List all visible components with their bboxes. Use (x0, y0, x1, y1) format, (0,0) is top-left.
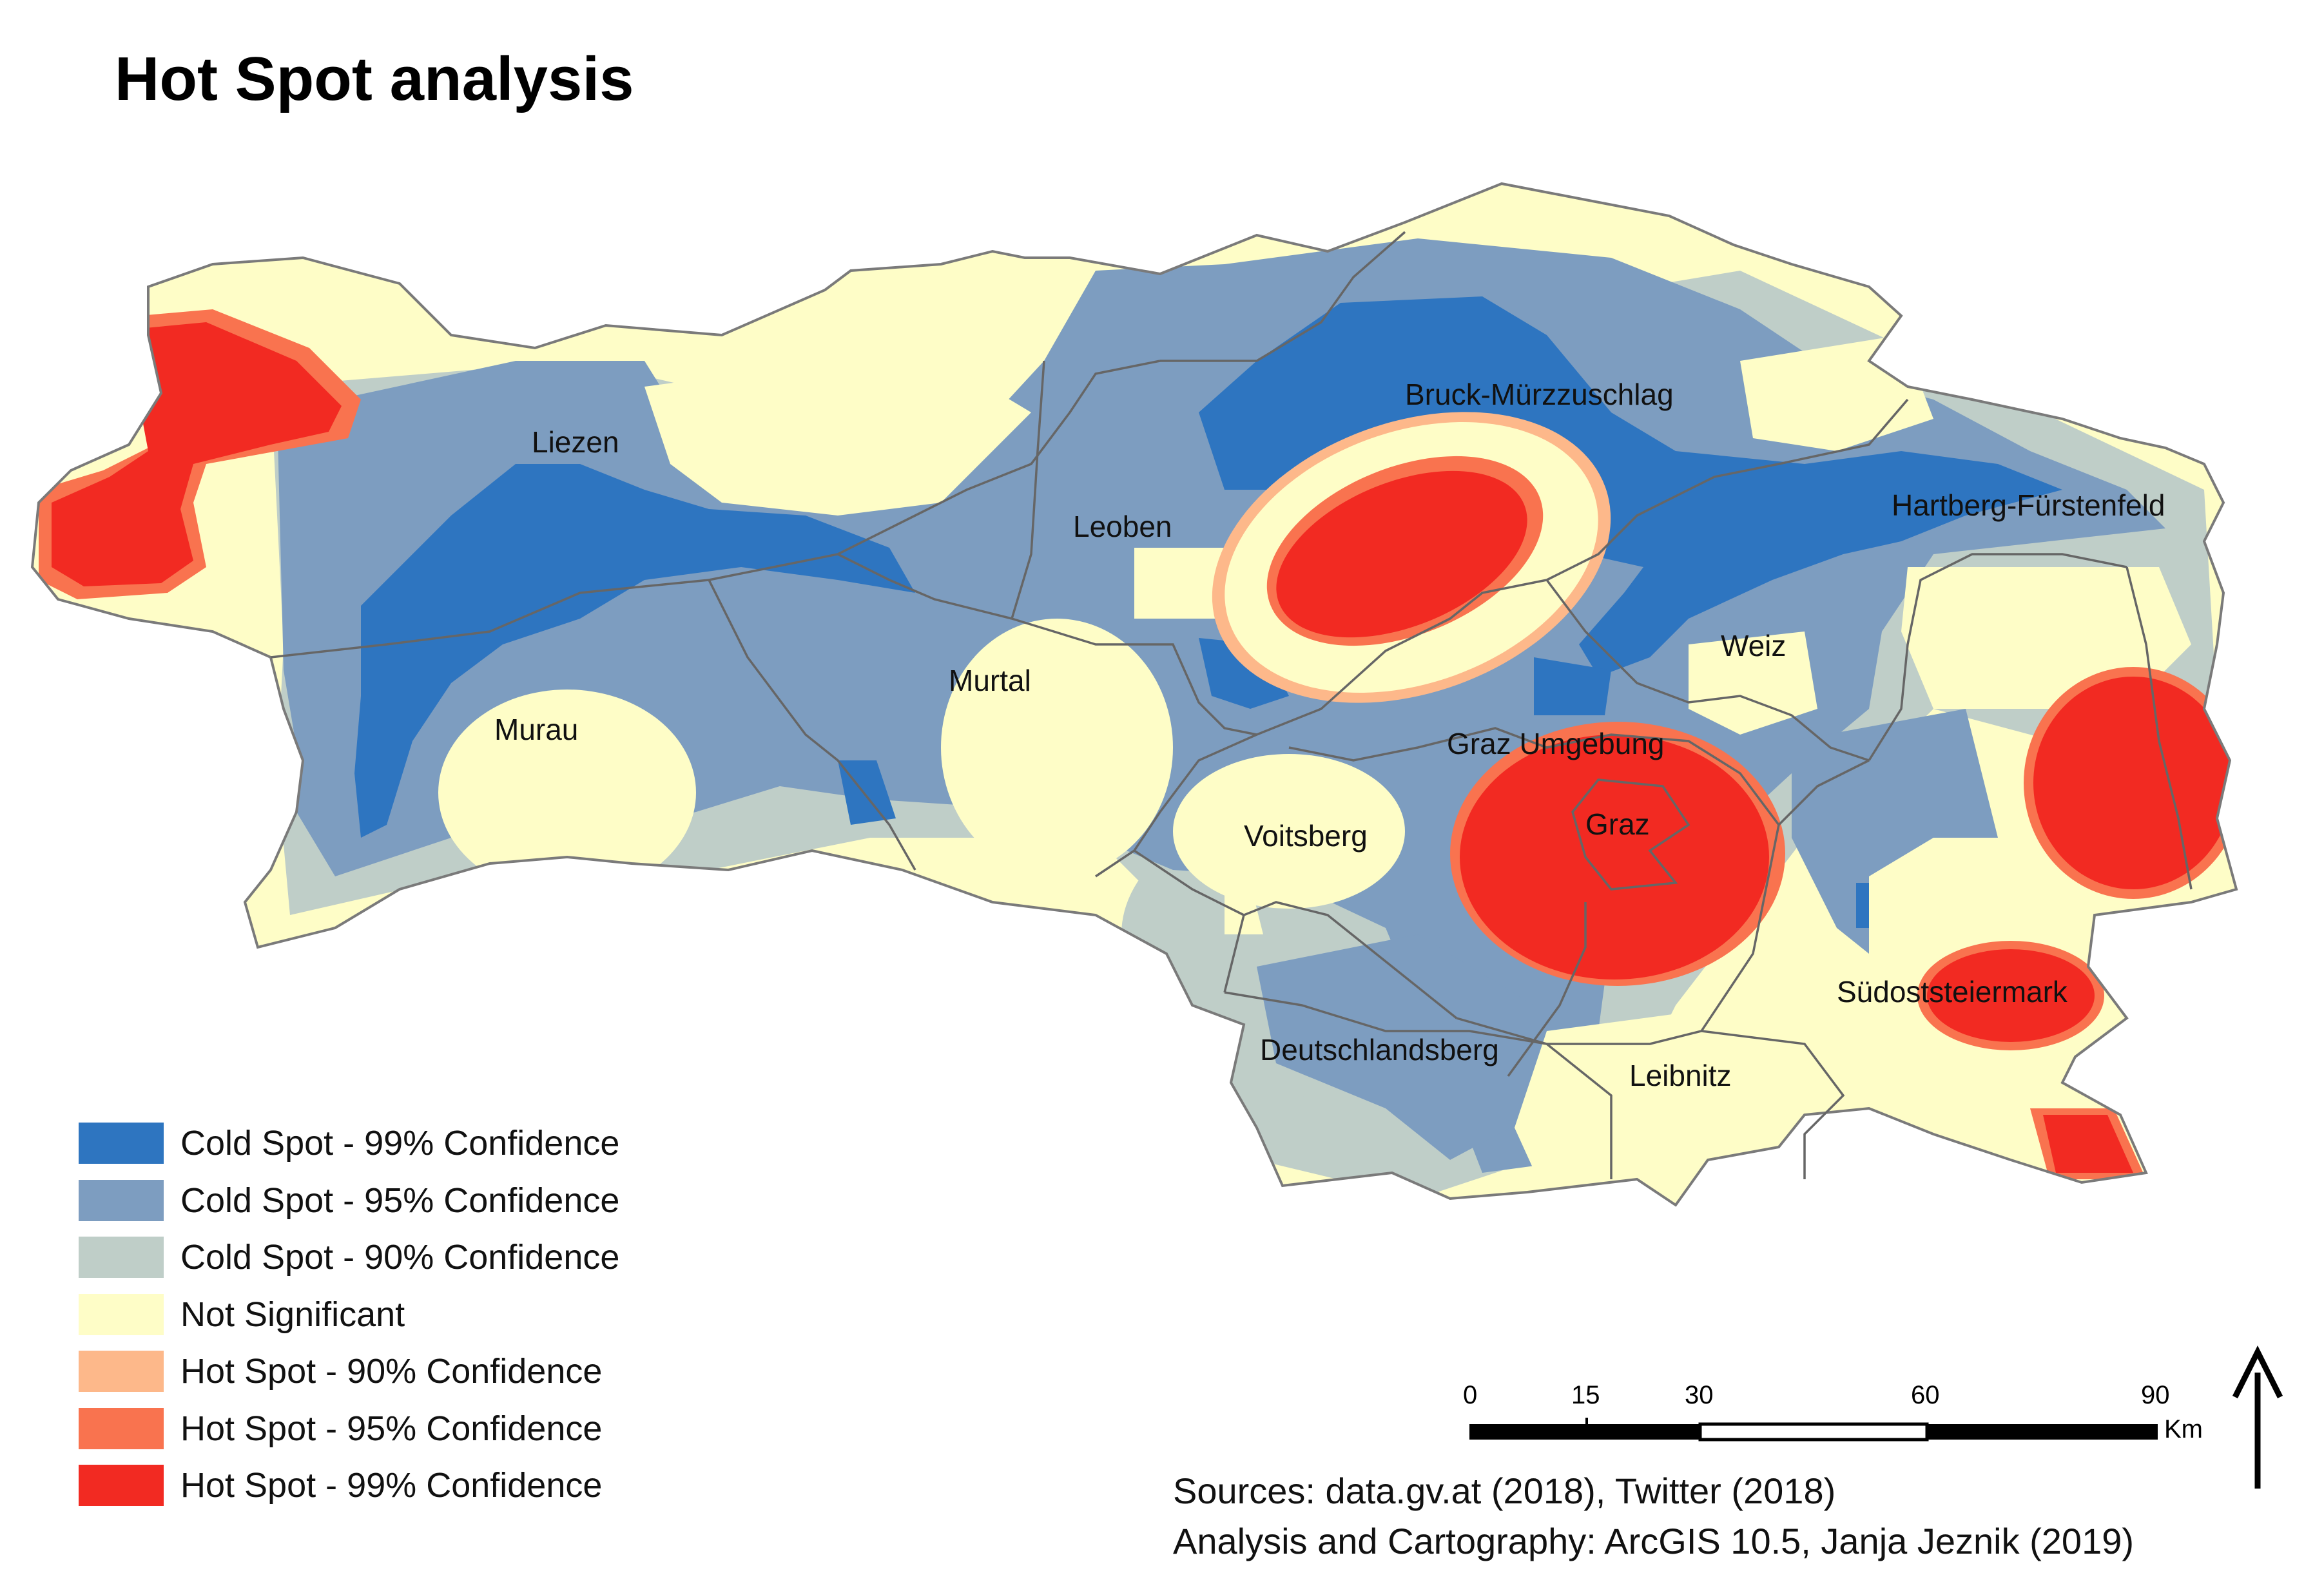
district-label-leoben: Leoben (1073, 510, 1172, 543)
legend-item: Hot Spot - 95% Confidence (79, 1400, 619, 1458)
legend-swatch (79, 1465, 164, 1507)
district-label-liezen: Liezen (532, 425, 619, 459)
district-label-deutschlandsberg: Deutschlandsberg (1260, 1033, 1499, 1066)
district-label-murtal: Murtal (949, 664, 1031, 697)
legend-swatch (79, 1351, 164, 1393)
legend-label: Cold Spot - 99% Confidence (180, 1124, 620, 1163)
scale-tick-0: 0 (1463, 1381, 1478, 1409)
district-label-murau: Murau (494, 713, 578, 746)
scale-tick-30: 30 (1685, 1381, 1714, 1409)
scale-tick-15: 15 (1571, 1381, 1600, 1409)
district-label-leibnitz: Leibnitz (1629, 1059, 1732, 1092)
district-boundaries (270, 231, 2193, 1179)
legend-label: Cold Spot - 95% Confidence (180, 1181, 620, 1220)
district-labels: Liezen Bruck-Mürzzuschlag Leoben Hartber… (494, 378, 2165, 1092)
district-label-graz: Graz (1585, 807, 1650, 841)
legend-item: Not Significant (79, 1286, 619, 1344)
district-label-suedoststeiermark: Südoststeiermark (1837, 975, 2068, 1008)
legend-swatch (79, 1237, 164, 1278)
scale-tick-90: 90 (2141, 1381, 2170, 1409)
district-label-weiz: Weiz (1721, 629, 1786, 662)
legend-item: Hot Spot - 90% Confidence (79, 1343, 619, 1400)
legend-swatch (79, 1293, 164, 1335)
map-title: Hot Spot analysis (115, 44, 634, 113)
legend-swatch (79, 1407, 164, 1449)
legend-item: Cold Spot - 95% Confidence (79, 1172, 619, 1230)
legend-item: Cold Spot - 99% Confidence (79, 1115, 619, 1172)
legend-item: Cold Spot - 90% Confidence (79, 1229, 619, 1286)
scale-bar (1469, 1418, 2158, 1442)
district-label-graz-umgebung: Graz Umgebung (1447, 727, 1665, 760)
district-label-voitsberg: Voitsberg (1244, 819, 1368, 853)
district-label-bruck-muerzzuschlag: Bruck-Mürzzuschlag (1405, 378, 1674, 411)
scale-unit: Km (2164, 1415, 2203, 1443)
legend-label: Hot Spot - 95% Confidence (180, 1409, 603, 1448)
credits-analysis: Analysis and Cartography: ArcGIS 10.5, J… (1173, 1521, 2134, 1561)
legend-label: Not Significant (180, 1295, 405, 1334)
legend-label: Hot Spot - 99% Confidence (180, 1466, 603, 1505)
north-arrow-icon (2232, 1345, 2283, 1489)
legend: Cold Spot - 99% Confidence Cold Spot - 95… (79, 1115, 619, 1514)
legend-swatch (79, 1179, 164, 1221)
legend-label: Cold Spot - 90% Confidence (180, 1238, 620, 1277)
legend-label: Hot Spot - 90% Confidence (180, 1352, 603, 1391)
district-label-hartberg-fuerstenfeld: Hartberg-Fürstenfeld (1892, 488, 2165, 522)
legend-item: Hot Spot - 99% Confidence (79, 1457, 619, 1514)
credits-sources: Sources: data.gv.at (2018), Twitter (201… (1173, 1471, 1836, 1511)
legend-swatch (79, 1123, 164, 1164)
scale-tick-60: 60 (1911, 1381, 1940, 1409)
credits: Sources: data.gv.at (2018), Twitter (201… (1173, 1466, 2134, 1567)
